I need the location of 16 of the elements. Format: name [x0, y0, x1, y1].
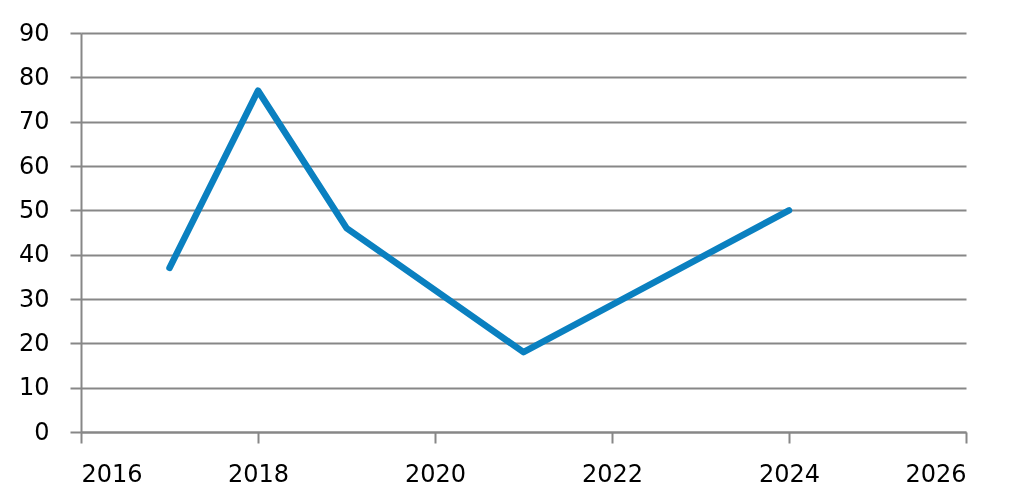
x-tick-label: 2026 [905, 459, 967, 488]
y-tick-label: 50 [18, 195, 50, 224]
x-tick-label: 2024 [758, 459, 821, 488]
y-tick-label: 30 [18, 284, 50, 313]
y-tick-label: 0 [34, 417, 50, 446]
y-tick-label: 10 [18, 373, 50, 402]
y-tick-label: 40 [18, 240, 50, 269]
y-tick-label: 20 [18, 328, 50, 357]
y-tick-label: 80 [18, 62, 50, 91]
y-tick-label: 60 [18, 151, 50, 180]
x-tick-label: 2022 [581, 459, 644, 488]
x-tick-label: 2016 [81, 459, 143, 488]
x-tick-label: 2020 [404, 459, 467, 488]
y-tick-label: 90 [18, 18, 50, 47]
y-tick-label: 70 [18, 107, 50, 136]
x-tick-label: 2018 [227, 459, 290, 488]
